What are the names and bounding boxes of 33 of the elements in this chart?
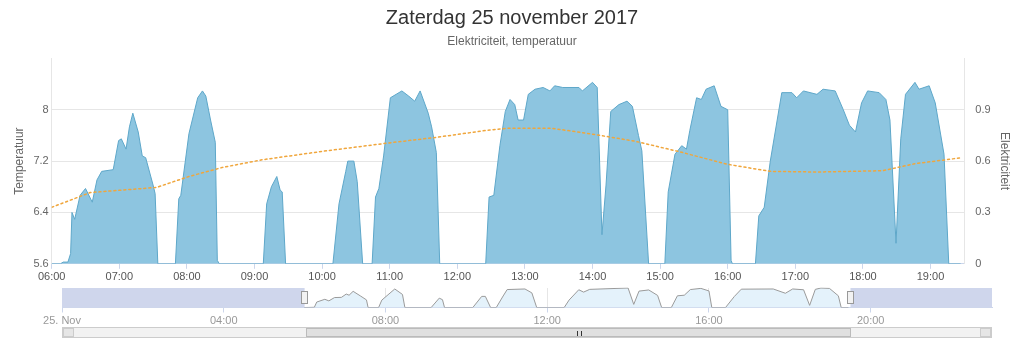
x-tick-label: 06:00 xyxy=(37,270,66,283)
x-tick-label: 08:00 xyxy=(371,314,400,327)
x-tick-label: 14:00 xyxy=(578,270,607,283)
x-tick-label: 15:00 xyxy=(646,270,674,283)
y2-tick-label: 0 xyxy=(975,256,982,269)
x-tick-label: 13:00 xyxy=(511,270,539,283)
x-tick-label: 08:00 xyxy=(173,270,201,283)
y-axis-title: Temperatuur xyxy=(11,127,26,195)
x-tick-label: 04:00 xyxy=(209,314,238,327)
y-tick-label: 6.4 xyxy=(33,205,49,218)
x-tick-label: 20:00 xyxy=(856,314,885,327)
chart-title: Zaterdag 25 november 2017 xyxy=(385,5,639,28)
x-tick-label: 16:00 xyxy=(695,314,723,327)
y2-tick-label: 0.3 xyxy=(975,205,991,218)
y2-tick-label: 0.6 xyxy=(975,154,991,167)
x-tick-label: 07:00 xyxy=(105,270,134,283)
y-tick-label: 5.6 xyxy=(33,256,49,269)
x-tick-label: 19:00 xyxy=(916,270,945,283)
x-tick-label: 10:00 xyxy=(308,270,336,283)
y-tick-label: 7.2 xyxy=(33,154,49,167)
y2-axis-title: Elektriciteit xyxy=(998,132,1013,191)
x-tick-label: 12:00 xyxy=(533,314,561,327)
x-tick-label: 12:00 xyxy=(443,270,472,283)
y2-tick-label: 0.9 xyxy=(975,102,991,115)
chart-subtitle: Elektriciteit, temperatuur xyxy=(447,33,577,48)
line-series xyxy=(51,127,961,209)
x-tick-label: 09:00 xyxy=(240,270,269,283)
x-tick-label: 11:00 xyxy=(376,270,404,283)
x-tick-label: 17:00 xyxy=(781,270,810,283)
y-tick-label: 8 xyxy=(42,102,49,115)
x-tick-label: 18:00 xyxy=(849,270,877,283)
x-tick-label: 25. Nov xyxy=(43,314,82,327)
x-tick-label: 16:00 xyxy=(713,270,742,283)
